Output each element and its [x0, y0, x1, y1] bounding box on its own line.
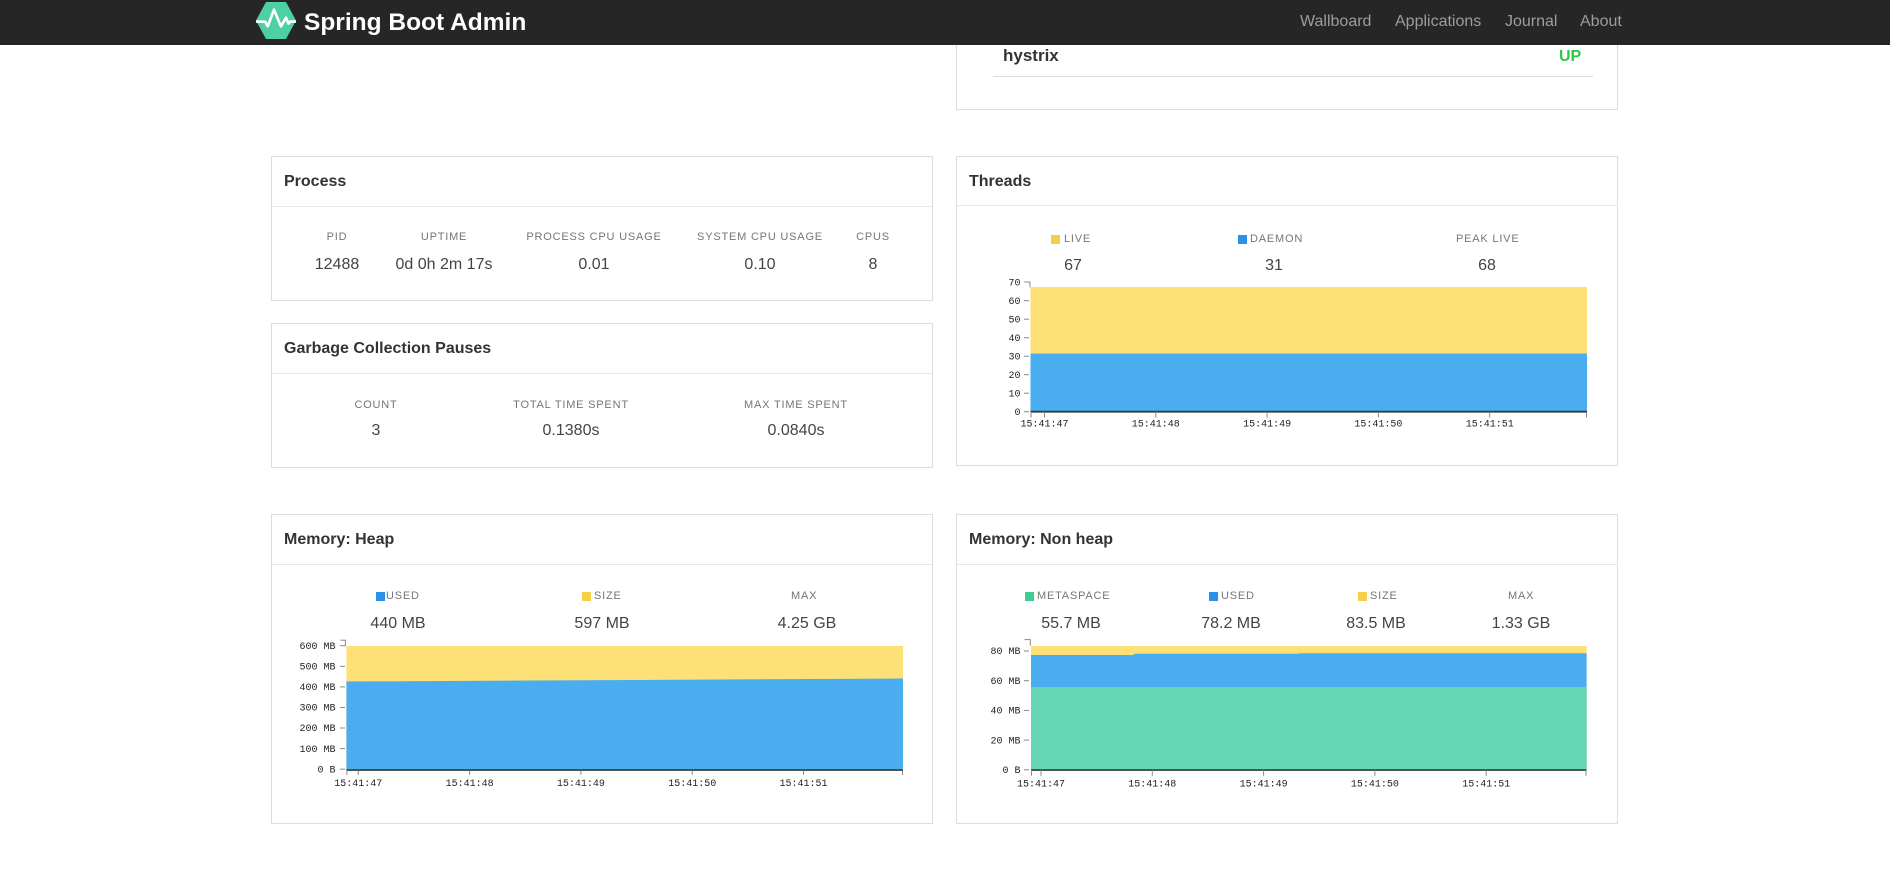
svg-text:50: 50	[1008, 315, 1020, 326]
svg-text:20 MB: 20 MB	[990, 736, 1020, 747]
svg-text:15:41:47: 15:41:47	[334, 779, 382, 790]
svg-text:15:41:48: 15:41:48	[446, 779, 494, 790]
svg-text:15:41:49: 15:41:49	[1243, 420, 1291, 431]
svg-text:15:41:50: 15:41:50	[1351, 780, 1399, 791]
svg-text:15:41:51: 15:41:51	[1462, 780, 1510, 791]
svg-text:15:41:48: 15:41:48	[1132, 420, 1180, 431]
svg-text:40 MB: 40 MB	[990, 707, 1020, 718]
svg-text:20: 20	[1008, 371, 1020, 382]
svg-text:100 MB: 100 MB	[299, 745, 335, 756]
svg-text:15:41:47: 15:41:47	[1020, 420, 1068, 431]
svg-text:15:41:50: 15:41:50	[1354, 420, 1402, 431]
svg-text:60 MB: 60 MB	[990, 677, 1020, 688]
svg-text:0: 0	[1014, 408, 1020, 419]
svg-text:10: 10	[1008, 389, 1020, 400]
svg-text:80 MB: 80 MB	[990, 647, 1020, 658]
svg-text:0 B: 0 B	[317, 765, 335, 776]
svg-text:15:41:48: 15:41:48	[1128, 780, 1176, 791]
svg-text:70: 70	[1008, 278, 1020, 289]
svg-text:15:41:47: 15:41:47	[1017, 780, 1065, 791]
svg-text:15:41:49: 15:41:49	[1240, 780, 1288, 791]
svg-text:40: 40	[1008, 334, 1020, 345]
svg-text:15:41:49: 15:41:49	[557, 779, 605, 790]
svg-text:15:41:50: 15:41:50	[668, 779, 716, 790]
svg-text:0 B: 0 B	[1002, 766, 1020, 777]
svg-text:15:41:51: 15:41:51	[1466, 420, 1514, 431]
svg-text:60: 60	[1008, 297, 1020, 308]
svg-text:500 MB: 500 MB	[299, 663, 335, 674]
svg-text:600 MB: 600 MB	[299, 642, 335, 653]
svg-text:200 MB: 200 MB	[299, 724, 335, 735]
svg-text:15:41:51: 15:41:51	[779, 779, 827, 790]
svg-text:300 MB: 300 MB	[299, 704, 335, 715]
svg-text:400 MB: 400 MB	[299, 683, 335, 694]
svg-text:30: 30	[1008, 352, 1020, 363]
